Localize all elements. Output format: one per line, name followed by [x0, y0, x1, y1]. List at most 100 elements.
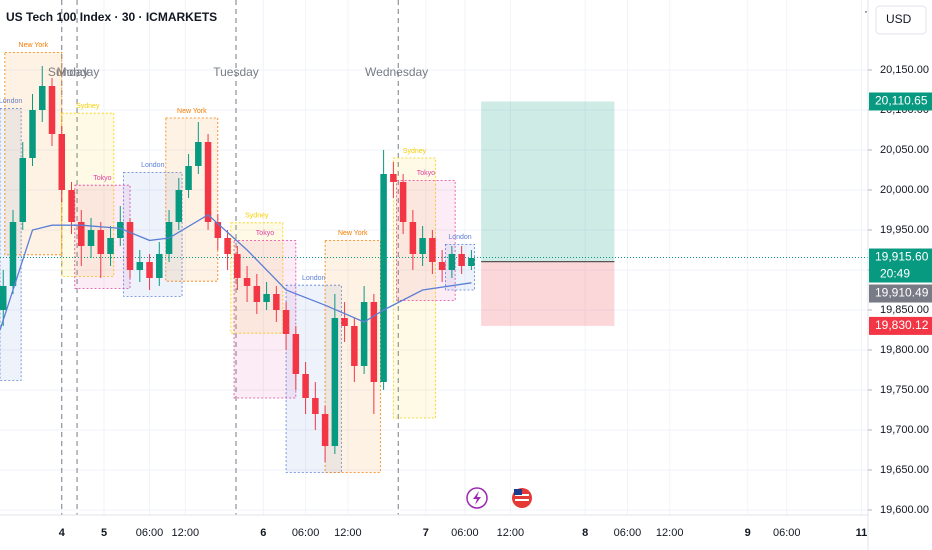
day-label: Tuesday	[213, 65, 259, 79]
x-tick-label: 8	[582, 527, 588, 539]
stop-zone	[481, 261, 615, 326]
candle-body	[312, 398, 319, 414]
x-tick-label: 4	[59, 527, 66, 539]
candle-body	[419, 238, 426, 254]
event-icons[interactable]	[466, 487, 532, 509]
candle-body	[263, 294, 270, 302]
candle-body	[351, 326, 358, 366]
candle-body	[458, 254, 465, 266]
candle-body	[97, 230, 105, 254]
candle-body	[360, 302, 368, 366]
candle-body	[224, 238, 231, 254]
target-price-tag: 20,110.65	[875, 94, 928, 108]
candle-body	[107, 238, 114, 254]
stop-price-tag: 19,830.12	[875, 318, 929, 332]
candle-body	[243, 278, 251, 286]
menu-dot[interactable]: ·	[864, 4, 868, 18]
y-tick-label: 20,150.00	[880, 64, 929, 76]
candle-body	[409, 222, 417, 254]
y-tick-label: 19,950.00	[880, 224, 929, 236]
candle-body	[146, 262, 153, 278]
chart-title: US Tech 100 Index · 30 · ICMARKETS	[6, 10, 217, 24]
session-label: Sydney	[76, 103, 100, 110]
session-label: Tokyo	[256, 230, 274, 237]
y-tick-label: 20,050.00	[880, 144, 929, 156]
candle-body	[448, 254, 456, 270]
candle-body	[175, 190, 183, 222]
y-tick-label: 19,600.00	[880, 504, 929, 516]
candle-body	[87, 230, 95, 246]
x-tick-label: 06:00	[292, 527, 320, 539]
x-tick-label: 6	[260, 527, 266, 539]
candle-body	[234, 254, 241, 278]
candle-body	[253, 286, 261, 302]
candle-body	[9, 222, 17, 286]
session-label: Tokyo	[417, 170, 435, 177]
candle-body	[429, 238, 436, 262]
session-label: London	[302, 275, 325, 282]
x-tick-label: 5	[101, 527, 107, 539]
candle-body	[39, 86, 46, 110]
candle-body	[117, 222, 124, 238]
countdown: 20:49	[880, 267, 910, 281]
candle-body	[29, 110, 36, 158]
entry-price-tag: 19,910.49	[875, 286, 929, 300]
x-tick-label: 11	[856, 527, 868, 539]
currency: USD	[886, 12, 912, 26]
x-tick-label: 06:00	[773, 527, 801, 539]
event-icon-glyph	[473, 491, 481, 505]
session-label: Tokyo	[93, 175, 111, 182]
flag-stripe	[515, 499, 529, 501]
x-tick-label: 7	[423, 527, 429, 539]
session-label: London	[448, 234, 471, 241]
candle-body	[19, 158, 27, 222]
moving-average	[0, 213, 472, 331]
y-tick-label: 19,800.00	[880, 344, 929, 356]
candle-body	[0, 286, 7, 310]
x-tick-label: 12:00	[172, 527, 200, 539]
session-label: New York	[338, 230, 368, 237]
candle-body	[341, 318, 348, 326]
candle-body	[156, 254, 163, 278]
day-label: Sunday	[48, 65, 89, 79]
session-label: New York	[19, 42, 49, 49]
session-label: London	[0, 98, 22, 105]
target-zone	[481, 101, 615, 262]
y-tick-label: 19,850.00	[880, 304, 929, 316]
stop-price-tag-bg	[869, 316, 932, 335]
candle-body	[195, 142, 202, 166]
target-price-tag-bg	[869, 92, 932, 111]
candle-body	[399, 182, 407, 222]
candle-body	[380, 174, 387, 382]
candle-body	[48, 86, 56, 134]
y-tick-label: 19,650.00	[880, 464, 929, 476]
candle-body	[438, 262, 446, 270]
x-tick-label: 12:00	[497, 527, 525, 539]
y-tick-label: 20,000.00	[880, 184, 929, 196]
x-tick-label: 06:00	[136, 527, 164, 539]
session-label: Sydney	[403, 148, 427, 155]
candle-body	[282, 310, 290, 334]
day-label: Monday	[57, 65, 100, 79]
currency-button[interactable]	[875, 5, 927, 35]
candle-body	[58, 134, 66, 190]
x-tick-label: 12:00	[334, 527, 362, 539]
y-tick-label: 19,750.00	[880, 384, 929, 396]
candle-body	[370, 302, 378, 382]
candle-body	[204, 142, 212, 222]
flag-canton	[514, 489, 522, 495]
session-label: New York	[177, 108, 207, 115]
candle-body	[292, 334, 300, 374]
candle-body	[136, 262, 144, 270]
x-tick-label: 9	[745, 527, 751, 539]
candle-body	[78, 222, 85, 246]
session-label: Sydney	[245, 213, 269, 220]
y-tick-label: 19,700.00	[880, 424, 929, 436]
candle-body	[214, 222, 222, 238]
current-price-tag: 19,915.60	[875, 250, 929, 264]
candle-body	[331, 318, 339, 446]
